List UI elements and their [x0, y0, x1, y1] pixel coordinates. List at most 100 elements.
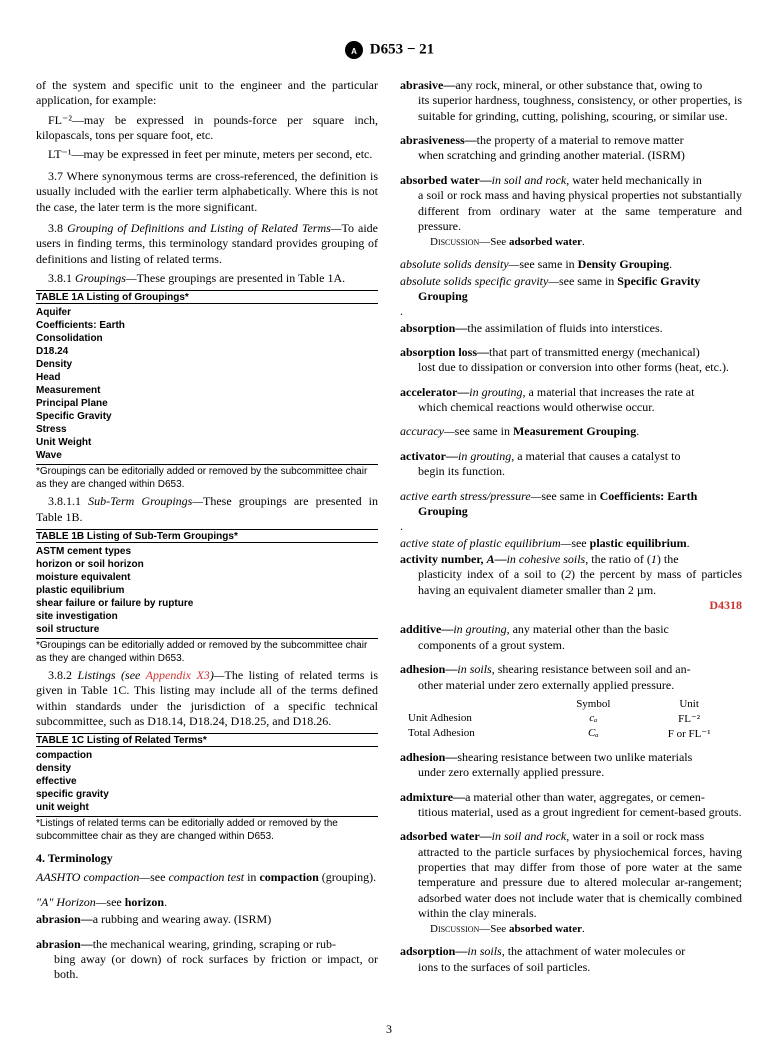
page-number: 3 [36, 1022, 742, 1037]
r2-sym: Cₐ [550, 727, 636, 740]
txt: see same in [559, 274, 617, 288]
designation: D653 − 21 [370, 41, 434, 57]
sym: A— [487, 552, 507, 566]
context: in grouting, [469, 385, 525, 399]
sec-body: These groupings are presented in Table 1… [137, 271, 346, 285]
def-cont: components of a grout system. [400, 638, 742, 653]
ital: compaction test [168, 870, 244, 884]
bold: horizon [125, 895, 164, 909]
disc-label: Discussion— [430, 236, 490, 248]
sec-num: 3.8.1.1 [48, 494, 88, 508]
r2-unit: F or FL⁻¹ [638, 727, 740, 740]
term-word: abrasion— [36, 912, 93, 926]
term-word: adhesion— [400, 750, 457, 764]
sec-title: Groupings— [75, 271, 137, 285]
term-activity-number: activity number, A—in cohesive soils, th… [400, 552, 742, 613]
def-start: any rock, mineral, or other substance th… [455, 78, 702, 92]
context: in grouting [453, 622, 506, 636]
para-3-8: 3.8 Grouping of Definitions and Listing … [36, 221, 378, 267]
col-unit: Unit [638, 698, 740, 710]
def-start: that part of transmitted energy (mechani… [489, 345, 700, 359]
term-activator: activator—in grouting, a material that c… [400, 449, 742, 480]
def-start: shearing resistance between two unlike m… [457, 750, 692, 764]
disc-label: Discussion— [430, 923, 490, 935]
def-cont: lost due to dissipation or conversion in… [400, 360, 742, 375]
def-start: the property of a material to remove mat… [477, 133, 684, 147]
txt: see [106, 895, 124, 909]
adsorbed-discussion: Discussion—See absorbed water. [400, 923, 742, 935]
txt: , the ratio of ( [585, 552, 651, 566]
txt: See [490, 923, 509, 935]
sec-num: 3.8.2 [48, 668, 78, 682]
term-accuracy: accuracy—see same in Measurement Groupin… [400, 424, 742, 439]
term-active-earth-stress: active earth stress/pressure—see same in… [400, 489, 742, 535]
def-cont: plasticity index of a soil to (2) the pe… [400, 567, 742, 598]
context: in soils [457, 662, 491, 676]
sec-title: Sub-Term Groupings— [88, 494, 203, 508]
para-3-7: 3.7 Where synonymous terms are cross-ref… [36, 169, 378, 215]
txt: see same in [455, 424, 513, 438]
txt: see [150, 870, 168, 884]
def-start: , water in a soil or rock mass [566, 829, 704, 843]
def-cont: which chemical reactions would otherwise… [400, 400, 742, 415]
def-cont: when scratching and grinding another mat… [400, 148, 742, 163]
table-1c-note: *Listings of related terms can be editor… [36, 816, 378, 843]
txt: see same in [519, 257, 577, 271]
col-symbol: Symbol [550, 698, 636, 710]
term-adhesion-1: adhesion—in soils, shearing resistance b… [400, 662, 742, 693]
lt1-example: LT⁻¹—may be expressed in feet per minute… [36, 147, 378, 162]
def-cont: a soil or rock mass and having physical … [400, 188, 742, 234]
para-3-8-1: 3.8.1 Groupings—These groupings are pres… [36, 271, 378, 286]
term-admixture: admixture—a material other than water, a… [400, 790, 742, 821]
term-word: adsorbed water— [400, 829, 492, 843]
table-1a-note: *Groupings can be editorially added or r… [36, 464, 378, 491]
context: in cohesive soils [507, 552, 586, 566]
context: in soils [467, 944, 501, 958]
para-3-8-1-1: 3.8.1.1 Sub-Term Groupings—These groupin… [36, 494, 378, 525]
def-cont: attracted to the particle surfaces by ph… [400, 845, 742, 922]
term-word: accelerator— [400, 385, 469, 399]
table-1c-title: TABLE 1C Listing of Related Terms* [36, 733, 378, 746]
context: in soil and rock [492, 173, 567, 187]
term-word: adsorption— [400, 944, 467, 958]
term-word: absolute solids density— [400, 257, 519, 271]
context: in grouting, [458, 449, 514, 463]
def-cont: under zero externally applied pressure. [400, 765, 742, 780]
term-active-state-plastic: active state of plastic equilibrium—see … [400, 536, 742, 551]
table-1a-title: TABLE 1A Listing of Groupings* [36, 290, 378, 303]
term-word: admixture— [400, 790, 465, 804]
term-word: accuracy— [400, 424, 455, 438]
def-cont: its superior hardness, toughness, consis… [400, 93, 742, 124]
def-start: , any material other than the basic [507, 622, 669, 636]
term-adsorption: adsorption—in soils, the attachment of w… [400, 944, 742, 975]
bold2: Grouping [400, 504, 742, 519]
bold: Specific Gravity [617, 274, 700, 288]
section-4-heading: 4. Terminology [36, 851, 378, 866]
astm-logo-icon: A [344, 40, 364, 60]
def-cont: ions to the surfaces of soil particles. [400, 960, 742, 975]
bold2: Grouping [400, 289, 742, 304]
term-accelerator: accelerator—in grouting, a material that… [400, 385, 742, 416]
r2-label: Total Adhesion [402, 727, 548, 740]
term-word: AASHTO compaction— [36, 870, 150, 884]
def-cont: other material under zero externally app… [400, 678, 742, 693]
def-start: , water held mechanically in [566, 173, 702, 187]
appendix-link[interactable]: Appendix X3 [146, 668, 210, 682]
txt: See [490, 236, 509, 248]
para-3-8-2: 3.8.2 Listings (see Appendix X3)—The lis… [36, 668, 378, 729]
bold: Density Grouping [578, 257, 669, 271]
def-start: , shearing resistance between soil and a… [492, 662, 691, 676]
right-column: abrasive—any rock, mineral, or other sub… [400, 78, 742, 992]
term-word: "A" Horizon— [36, 895, 106, 909]
bold: Coefficients: Earth [600, 489, 698, 503]
term-word: absorption loss— [400, 345, 489, 359]
def-cont: begin its function. [400, 464, 742, 479]
r1-sym: cₐ [550, 712, 636, 725]
term-word: active earth stress/pressure— [400, 489, 541, 503]
term-a-horizon: "A" Horizon—see horizon. [36, 895, 378, 910]
term-word: absorbed water— [400, 173, 492, 187]
d4318-link[interactable]: D4318 [400, 598, 742, 613]
table-1a-body: AquiferCoefficients: EarthConsolidationD… [36, 303, 378, 464]
term-word: abrasion— [36, 937, 93, 951]
table-1b-body: ASTM cement typeshorizon or soil horizon… [36, 542, 378, 638]
